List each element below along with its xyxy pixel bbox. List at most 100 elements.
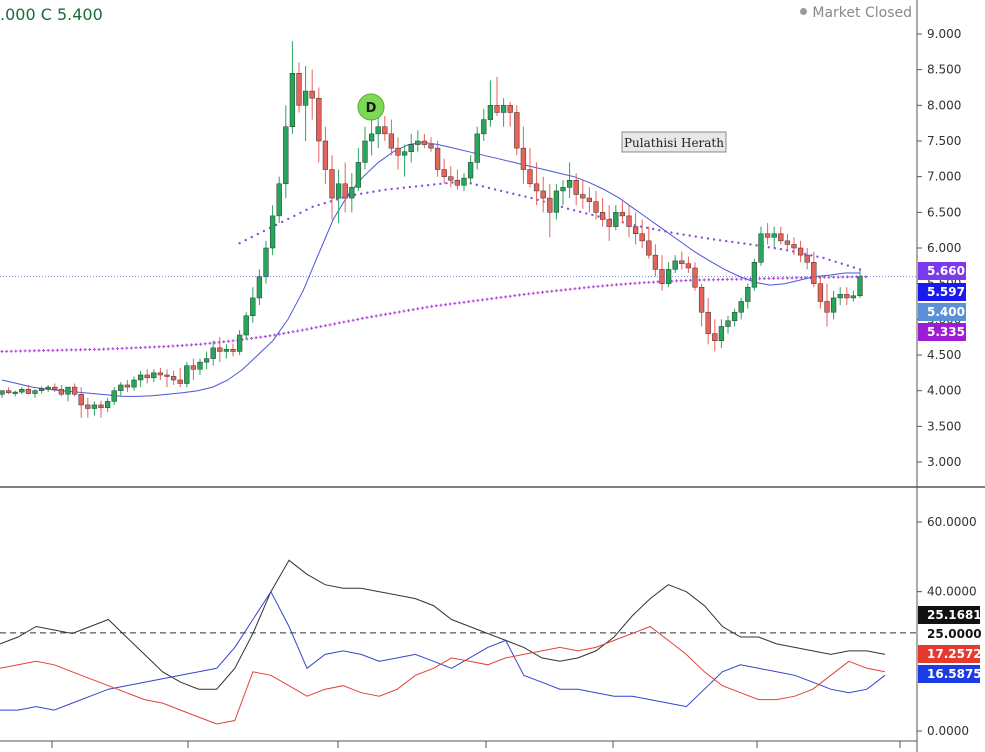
candle-up bbox=[368, 133, 375, 142]
ema-long-mark bbox=[74, 348, 78, 352]
ema-long-mark bbox=[407, 308, 411, 312]
price-tick-label: 3.000 bbox=[927, 455, 961, 469]
candle-down bbox=[217, 347, 223, 352]
ema-long-mark bbox=[305, 327, 309, 331]
psar-dot bbox=[718, 239, 722, 242]
ema-long-mark bbox=[688, 278, 692, 282]
candle-down bbox=[58, 388, 65, 395]
psar-dot bbox=[700, 236, 704, 239]
candle-up bbox=[375, 126, 381, 135]
ema-long-mark bbox=[32, 349, 36, 353]
ema-long-mark bbox=[347, 319, 350, 323]
candle-up bbox=[718, 326, 725, 341]
psar-dot bbox=[353, 193, 357, 196]
psar-dot bbox=[767, 246, 770, 249]
ema-long-mark bbox=[711, 278, 715, 282]
ema-long-mark bbox=[448, 302, 452, 306]
candle-down bbox=[507, 105, 513, 113]
ema-long-mark bbox=[55, 348, 59, 352]
ema-long-mark bbox=[18, 349, 22, 353]
ema-long-mark bbox=[480, 298, 484, 302]
ema-long-mark bbox=[550, 289, 554, 293]
ema-long-mark bbox=[716, 278, 720, 282]
ema-long-mark bbox=[60, 348, 64, 352]
ema-long-mark bbox=[273, 333, 277, 337]
ema-long-mark bbox=[781, 276, 785, 280]
candle-up bbox=[500, 105, 507, 113]
candle-down bbox=[329, 169, 335, 199]
ema-long-mark bbox=[642, 281, 646, 285]
ema-long-mark bbox=[42, 349, 46, 353]
candle-up bbox=[269, 215, 276, 249]
candle-down bbox=[619, 212, 626, 217]
ema-long-mark bbox=[416, 307, 420, 311]
candle-down bbox=[547, 197, 553, 213]
psar-dot bbox=[487, 186, 491, 190]
psar-dot bbox=[828, 258, 831, 262]
candle-up bbox=[830, 297, 837, 313]
ema-long-mark bbox=[776, 276, 780, 280]
price-tick-label: 7.500 bbox=[927, 134, 961, 148]
ema-long-mark bbox=[795, 276, 799, 280]
ema-long-mark bbox=[46, 348, 50, 352]
ema-long-mark bbox=[9, 349, 13, 353]
ema-long-mark bbox=[23, 349, 27, 353]
psar-dot bbox=[652, 227, 655, 231]
psar-dot bbox=[414, 185, 418, 188]
candle-up bbox=[758, 233, 764, 263]
ema-long-mark bbox=[559, 288, 563, 292]
indicator-tag-label: 16.5875 bbox=[927, 667, 982, 681]
ema-long-mark bbox=[342, 320, 346, 324]
candle-down bbox=[797, 247, 804, 256]
ema-long-mark bbox=[573, 287, 577, 291]
candle-down bbox=[639, 233, 645, 242]
ema-long-mark bbox=[116, 347, 119, 351]
ema-long-mark bbox=[337, 321, 341, 325]
ema-long-mark bbox=[162, 345, 166, 349]
candle-up bbox=[197, 361, 203, 370]
candle-down bbox=[784, 240, 791, 245]
candle-down bbox=[71, 386, 78, 395]
ema-long-mark bbox=[129, 346, 133, 350]
psar-dot bbox=[426, 183, 430, 187]
candle-down bbox=[599, 212, 606, 220]
ema-long-mark bbox=[166, 344, 170, 348]
candle-up bbox=[362, 140, 368, 163]
price-tick-label: 4.500 bbox=[927, 348, 961, 362]
psar-dot bbox=[858, 268, 862, 271]
price-tick-label: 9.000 bbox=[927, 27, 961, 41]
price-tag-label: 5.597 bbox=[927, 285, 965, 299]
ema-long-mark bbox=[111, 347, 115, 351]
market-status-label: Market Closed bbox=[812, 5, 912, 21]
candle-up bbox=[256, 276, 263, 299]
ema-long-mark bbox=[605, 284, 609, 288]
psar-dot bbox=[840, 262, 843, 265]
candle-down bbox=[448, 176, 454, 181]
ema-long-mark bbox=[420, 306, 424, 310]
price-tag bbox=[918, 303, 966, 321]
indicator-tag bbox=[918, 625, 980, 643]
indicator-tag bbox=[918, 606, 980, 624]
ema-long-mark bbox=[587, 285, 591, 289]
psar-dot bbox=[706, 237, 710, 240]
indicator-tick-label: 60.0000 bbox=[927, 515, 977, 529]
psar-dot bbox=[816, 255, 819, 258]
candle-up bbox=[210, 347, 216, 359]
psar-dot bbox=[396, 187, 399, 190]
ema-long-mark bbox=[735, 277, 739, 281]
candle-up bbox=[335, 183, 342, 199]
watermark-box bbox=[621, 131, 727, 153]
candle-down bbox=[698, 286, 705, 313]
candle-up bbox=[408, 144, 414, 152]
price-tick-label: 4.000 bbox=[927, 384, 961, 398]
ema-long-mark bbox=[231, 339, 235, 343]
indicator-tag bbox=[918, 645, 980, 663]
ema-long-mark bbox=[624, 282, 628, 286]
psar-dot bbox=[420, 184, 424, 187]
candle-down bbox=[533, 183, 540, 192]
candle-down bbox=[778, 233, 784, 242]
ema-long-mark bbox=[439, 303, 443, 307]
ema-long-mark bbox=[226, 339, 230, 343]
ema-long-mark bbox=[499, 295, 503, 299]
ema-long-mark bbox=[203, 342, 207, 346]
